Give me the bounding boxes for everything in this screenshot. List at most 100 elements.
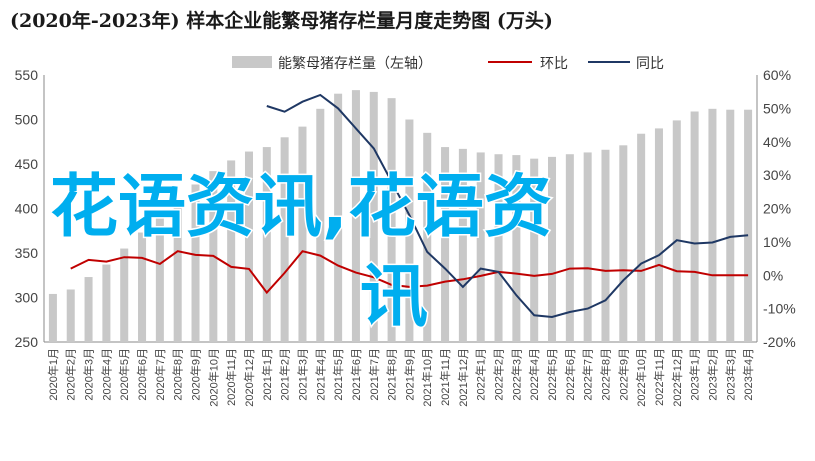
- bar: [601, 149, 610, 342]
- x-tick-label: 2022年9月: [616, 348, 630, 401]
- bar: [298, 126, 307, 343]
- x-tick-label: 2020年9月: [189, 348, 203, 401]
- bar: [441, 147, 450, 342]
- bar: [654, 128, 663, 342]
- bar: [244, 151, 253, 342]
- x-tick-label: 2022年12月: [670, 348, 684, 407]
- bar: [48, 293, 57, 342]
- bar: [494, 154, 503, 342]
- x-tick-label: 2021年11月: [438, 348, 452, 406]
- bar: [565, 154, 574, 342]
- y-right-tick-label: -20%: [763, 334, 796, 350]
- y-right-tick-label: 50%: [763, 100, 791, 116]
- legend-label-tongbi: 同比: [636, 56, 664, 72]
- y-left-tick-label: 400: [15, 201, 39, 217]
- x-tick-label: 2022年11月: [652, 348, 666, 406]
- x-tick-label: 2022年6月: [563, 348, 577, 401]
- bar: [102, 264, 111, 342]
- x-tick-label: 2023年2月: [705, 348, 719, 401]
- y-right-tick-label: -10%: [763, 301, 796, 317]
- x-tick-label: 2020年1月: [46, 348, 60, 401]
- bar: [708, 108, 717, 342]
- x-tick-label: 2021年5月: [331, 348, 345, 401]
- bar: [387, 98, 396, 342]
- y-right-tick-label: 10%: [763, 234, 791, 250]
- bar: [512, 155, 521, 342]
- bar: [744, 109, 753, 343]
- y-left-tick-label: 550: [15, 67, 39, 83]
- x-tick-label: 2021年1月: [260, 348, 274, 401]
- bar: [726, 109, 735, 343]
- x-tick-label: 2022年8月: [598, 348, 612, 401]
- x-tick-label: 2021年2月: [278, 348, 292, 401]
- bar: [369, 91, 378, 342]
- x-tick-label: 2020年7月: [153, 348, 167, 401]
- series-line-tongbi: [266, 93, 749, 319]
- bar: [191, 184, 200, 342]
- series-line-huanbi: [70, 250, 749, 295]
- y-right-tick-label: 0%: [763, 267, 783, 283]
- bar: [66, 289, 75, 342]
- bar: [173, 199, 182, 342]
- x-tick-label: 2023年1月: [688, 348, 702, 401]
- bar: [138, 232, 147, 342]
- x-tick-label: 2022年1月: [474, 348, 488, 401]
- bar: [84, 277, 93, 342]
- bar: [548, 156, 557, 342]
- legend-swatch-bar: [232, 56, 272, 68]
- legend-label-bar: 能繁母猪存栏量（左轴）: [278, 56, 432, 72]
- bar: [155, 215, 164, 342]
- x-tick-label: 2021年6月: [349, 348, 363, 401]
- bar: [334, 93, 343, 342]
- x-tick-label: 2021年4月: [313, 348, 327, 401]
- x-tick-label: 2021年10月: [420, 348, 434, 407]
- y-right-tick-label: 20%: [763, 201, 791, 217]
- bar: [351, 90, 360, 342]
- x-tick-label: 2021年3月: [295, 348, 309, 401]
- bar: [619, 145, 628, 342]
- x-tick-label: 2020年12月: [242, 348, 256, 407]
- bar: [458, 148, 467, 342]
- x-tick-label: 2021年12月: [456, 348, 470, 407]
- x-tick-label: 2020年2月: [64, 348, 78, 401]
- x-tick-label: 2020年11月: [224, 348, 238, 406]
- y-left-tick-label: 250: [15, 334, 39, 350]
- y-right-tick-label: 30%: [763, 167, 791, 183]
- x-tick-label: 2021年9月: [402, 348, 416, 401]
- x-tick-label: 2021年8月: [385, 348, 399, 401]
- bar: [227, 160, 236, 342]
- x-tick-label: 2022年5月: [545, 348, 559, 401]
- y-left-tick-label: 350: [15, 245, 39, 261]
- bar: [405, 119, 414, 342]
- x-tick-label: 2020年4月: [99, 348, 113, 401]
- bar: [690, 111, 699, 343]
- bar: [672, 120, 681, 342]
- bar: [583, 152, 592, 342]
- legend-label-huanbi: 环比: [540, 56, 568, 72]
- y-left-tick-label: 450: [15, 156, 39, 172]
- x-tick-label: 2020年3月: [82, 348, 96, 401]
- bar: [530, 158, 539, 342]
- x-tick-label: 2023年4月: [741, 348, 755, 401]
- bar: [423, 132, 432, 342]
- x-tick-label: 2023年3月: [723, 348, 737, 401]
- y-left-tick-label: 300: [15, 290, 39, 306]
- bar: [476, 152, 485, 342]
- chart-title: (2020年-2023年) 样本企业能繁母猪存栏量月度走势图 (万头): [10, 10, 553, 32]
- x-tick-label: 2022年3月: [509, 348, 523, 401]
- x-tick-label: 2020年6月: [135, 348, 149, 401]
- bar: [262, 147, 271, 342]
- x-tick-label: 2020年10月: [206, 348, 220, 407]
- y-left-tick-label: 500: [15, 112, 39, 128]
- x-tick-label: 2021年7月: [367, 348, 381, 401]
- x-tick-label: 2022年4月: [527, 348, 541, 401]
- x-tick-label: 2022年7月: [581, 348, 595, 401]
- bar: [637, 133, 646, 342]
- y-right-tick-label: 60%: [763, 67, 791, 83]
- x-tick-label: 2020年5月: [117, 348, 131, 401]
- bar: [316, 108, 325, 342]
- x-tick-label: 2020年8月: [171, 348, 185, 401]
- x-tick-label: 2022年10月: [634, 348, 648, 407]
- bar: [120, 248, 129, 342]
